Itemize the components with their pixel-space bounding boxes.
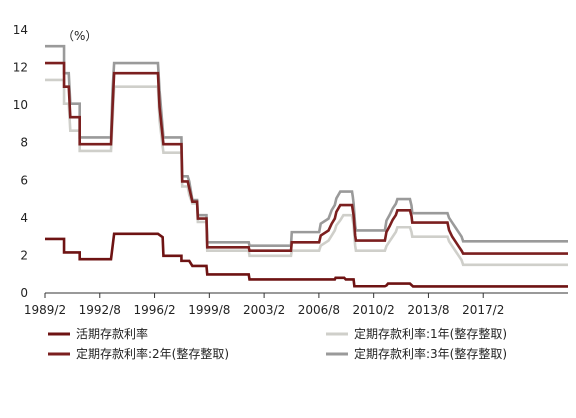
x-tick-label: 1999/8 <box>188 303 230 317</box>
series-line-2 <box>45 61 568 255</box>
x-tick-label: 2013/8 <box>407 303 449 317</box>
y-unit-label: （%） <box>62 29 97 43</box>
x-tick-label: 2006/8 <box>298 303 340 317</box>
legend-label-0: 活期存款利率 <box>76 326 148 341</box>
y-tick-label: 14 <box>13 23 28 37</box>
y-tick-label: 10 <box>13 98 28 112</box>
x-tick-label: 1989/2 <box>24 303 66 317</box>
series-line-3 <box>45 44 568 247</box>
x-tick-label: 2010/2 <box>353 303 395 317</box>
y-tick-label: 12 <box>13 61 28 75</box>
series-line-1 <box>45 78 568 267</box>
x-tick-label: 1992/8 <box>79 303 121 317</box>
y-tick-label: 6 <box>20 173 28 187</box>
y-tick-label: 4 <box>20 211 28 225</box>
x-tick-label: 2003/2 <box>243 303 285 317</box>
y-tick-label: 2 <box>20 248 28 262</box>
legend-label-2: 定期存款利率:2年(整存整取) <box>76 346 229 361</box>
legend-label-1: 定期存款利率:1年(整存整取) <box>354 326 507 341</box>
series-layer <box>45 44 568 288</box>
y-tick-label: 0 <box>20 286 28 300</box>
x-tick-label: 1996/2 <box>133 303 175 317</box>
y-tick-label: 8 <box>20 136 28 150</box>
legend: 活期存款利率 定期存款利率:1年(整存整取) 定期存款利率:2年(整存整取) 定期存款… <box>48 326 507 361</box>
axes: 0 2 4 6 8 10 12 14 （%） 1989/2 1992/8 1996/2 1999/8 20… <box>13 23 568 317</box>
series-line-0 <box>45 232 568 288</box>
x-tick-label: 2017/2 <box>462 303 504 317</box>
legend-label-3: 定期存款利率:3年(整存整取) <box>354 346 507 361</box>
